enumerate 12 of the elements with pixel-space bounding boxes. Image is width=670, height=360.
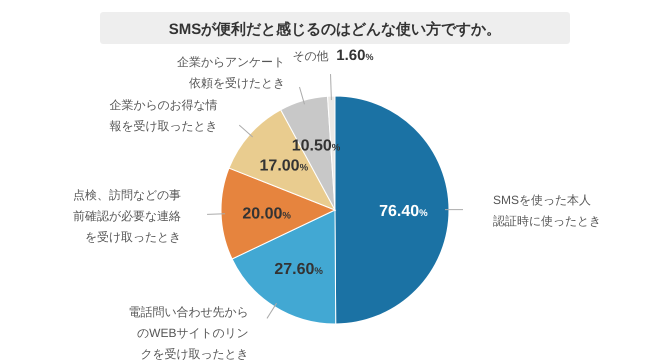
data-label: 76.40% xyxy=(379,202,428,220)
chart-title: SMSが便利だと感じるのはどんな使い方ですか。 xyxy=(168,20,502,38)
slice-label: その他 xyxy=(292,49,328,64)
data-label: 1.60% xyxy=(336,47,374,64)
data-label: 17.00% xyxy=(260,158,309,175)
data-label: 20.00% xyxy=(242,205,292,222)
slice-label: 点検、訪問などの事前確認が必要な連絡を受け取ったとき xyxy=(73,188,182,244)
data-label: 27.60% xyxy=(274,260,324,278)
slice-label: 企業からのお得な情報を受け取ったとき xyxy=(109,98,218,133)
slice-label: SMSを使った本人認証時に使ったとき xyxy=(493,193,601,228)
slice-label: 電話問い合わせ先からのWEBサイトのリンクを受け取ったとき xyxy=(128,304,248,360)
slice-label: 企業からアンケート依頼を受けたとき xyxy=(177,55,286,90)
